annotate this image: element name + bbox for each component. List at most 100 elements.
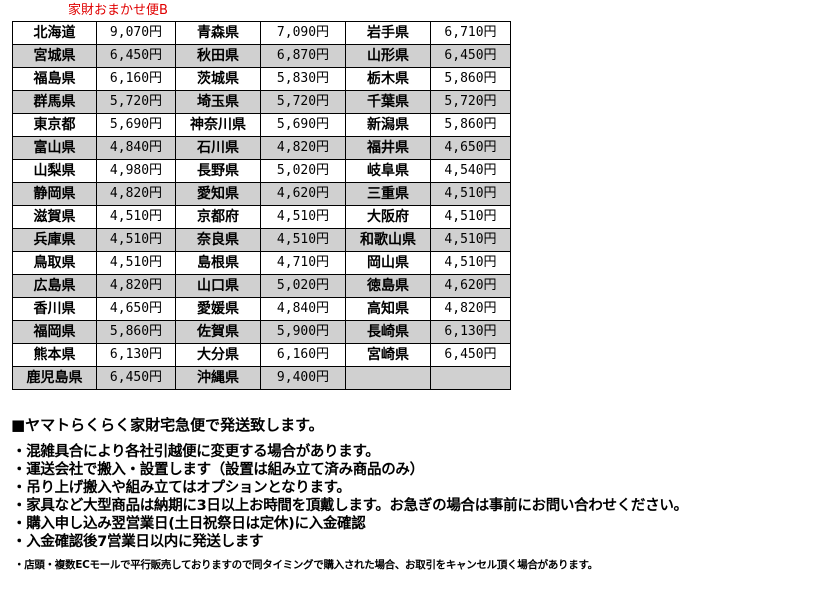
price-cell: 6,450円 [430, 343, 511, 367]
prefecture-cell: 宮城県 [12, 44, 97, 68]
price-cell: 5,690円 [96, 113, 176, 137]
prefecture-cell: 愛媛県 [175, 297, 261, 321]
prefecture-cell: 岩手県 [345, 21, 431, 45]
prefecture-cell: 和歌山県 [345, 228, 431, 252]
table-row: 宮城県 6,450円 秋田県 6,870円 山形県 6,450円 [12, 44, 511, 68]
price-cell: 4,650円 [96, 297, 176, 321]
price-cell: 4,510円 [430, 205, 511, 229]
prefecture-cell: 奈良県 [175, 228, 261, 252]
price-cell: 6,450円 [96, 366, 176, 390]
price-cell: 4,540円 [430, 159, 511, 183]
price-cell: 5,860円 [96, 320, 176, 344]
note-item: ・入金確認後7営業日以内に発送します [12, 534, 264, 550]
table-row: 北海道 9,070円 青森県 7,090円 岩手県 6,710円 [12, 21, 511, 45]
note-item: ・購入申し込み翌営業日(土日祝祭日は定休)に入金確認 [12, 516, 366, 532]
prefecture-cell: 徳島県 [345, 274, 431, 298]
price-cell: 6,160円 [96, 67, 176, 91]
cancellation-footnote: ・店頭・複数ECモールで平行販売しておりますので同タイミングで購入された場合、お… [14, 559, 598, 571]
shipping-rate-table: 北海道 9,070円 青森県 7,090円 岩手県 6,710円 宮城県 6,450円 秋田県 6… [12, 21, 511, 390]
prefecture-cell: 宮崎県 [345, 343, 431, 367]
price-cell: 6,130円 [96, 343, 176, 367]
price-cell: 5,690円 [260, 113, 346, 137]
table-row: 富山県 4,840円 石川県 4,820円 福井県 4,650円 [12, 136, 511, 160]
prefecture-cell: 長崎県 [345, 320, 431, 344]
price-cell: 4,510円 [430, 182, 511, 206]
price-cell: 6,710円 [430, 21, 511, 45]
price-cell: 6,870円 [260, 44, 346, 68]
price-cell: 4,510円 [430, 251, 511, 275]
prefecture-cell: 千葉県 [345, 90, 431, 114]
prefecture-cell: 栃木県 [345, 67, 431, 91]
price-cell: 4,840円 [96, 136, 176, 160]
price-cell: 5,720円 [430, 90, 511, 114]
prefecture-cell: 東京都 [12, 113, 97, 137]
prefecture-cell: 鳥取県 [12, 251, 97, 275]
prefecture-cell: 島根県 [175, 251, 261, 275]
table-row: 香川県 4,650円 愛媛県 4,840円 高知県 4,820円 [12, 297, 511, 321]
prefecture-cell: 秋田県 [175, 44, 261, 68]
price-cell: 4,710円 [260, 251, 346, 275]
prefecture-cell: 富山県 [12, 136, 97, 160]
prefecture-cell: 高知県 [345, 297, 431, 321]
table-row: 鹿児島県 6,450円 沖縄県 9,400円 [12, 366, 511, 390]
table-row: 山梨県 4,980円 長野県 5,020円 岐阜県 4,540円 [12, 159, 511, 183]
prefecture-cell: 大阪府 [345, 205, 431, 229]
price-cell: 5,830円 [260, 67, 346, 91]
price-cell: 4,510円 [430, 228, 511, 252]
prefecture-cell: 山梨県 [12, 159, 97, 183]
table-row: 滋賀県 4,510円 京都府 4,510円 大阪府 4,510円 [12, 205, 511, 229]
prefecture-cell: 福岡県 [12, 320, 97, 344]
prefecture-cell: 広島県 [12, 274, 97, 298]
table-row: 群馬県 5,720円 埼玉県 5,720円 千葉県 5,720円 [12, 90, 511, 114]
prefecture-cell: 沖縄県 [175, 366, 261, 390]
prefecture-cell: 熊本県 [12, 343, 97, 367]
table-row: 熊本県 6,130円 大分県 6,160円 宮崎県 6,450円 [12, 343, 511, 367]
prefecture-cell: 大分県 [175, 343, 261, 367]
prefecture-cell: 長野県 [175, 159, 261, 183]
prefecture-cell: 兵庫県 [12, 228, 97, 252]
table-row: 福岡県 5,860円 佐賀県 5,900円 長崎県 6,130円 [12, 320, 511, 344]
table-row: 広島県 4,820円 山口県 5,020円 徳島県 4,620円 [12, 274, 511, 298]
price-cell: 5,720円 [260, 90, 346, 114]
prefecture-cell: 群馬県 [12, 90, 97, 114]
price-cell [430, 366, 511, 390]
price-cell: 4,510円 [96, 251, 176, 275]
price-cell: 5,020円 [260, 159, 346, 183]
note-item: ・吊り上げ搬入や組み立てはオプションとなります。 [12, 480, 351, 496]
price-cell: 4,820円 [260, 136, 346, 160]
table-row: 東京都 5,690円 神奈川県 5,690円 新潟県 5,860円 [12, 113, 511, 137]
prefecture-cell: 福井県 [345, 136, 431, 160]
table-row: 福島県 6,160円 茨城県 5,830円 栃木県 5,860円 [12, 67, 511, 91]
prefecture-cell: 岡山県 [345, 251, 431, 275]
price-cell: 6,450円 [96, 44, 176, 68]
shipping-plan-title: 家財おまかせ便B [68, 3, 168, 18]
prefecture-cell: 石川県 [175, 136, 261, 160]
prefecture-cell: 青森県 [175, 21, 261, 45]
prefecture-cell: 京都府 [175, 205, 261, 229]
prefecture-cell: 岐阜県 [345, 159, 431, 183]
shipping-notes-list: ・混雑具合により各社引越便に変更する場合があります。 ・運送会社で搬入・設置しま… [12, 443, 688, 551]
price-cell: 4,510円 [96, 228, 176, 252]
prefecture-cell: 香川県 [12, 297, 97, 321]
prefecture-cell: 静岡県 [12, 182, 97, 206]
price-cell: 5,720円 [96, 90, 176, 114]
price-cell: 5,860円 [430, 113, 511, 137]
price-cell: 4,620円 [430, 274, 511, 298]
note-item: ・家具など大型商品は納期に3日以上お時間を頂戴します。お急ぎの場合は事前にお問い… [12, 498, 688, 514]
prefecture-cell [345, 366, 431, 390]
note-item: ・運送会社で搬入・設置します（設置は組み立て済み商品のみ） [12, 462, 424, 478]
price-cell: 4,820円 [96, 182, 176, 206]
price-cell: 5,900円 [260, 320, 346, 344]
price-cell: 7,090円 [260, 21, 346, 45]
prefecture-cell: 北海道 [12, 21, 97, 45]
prefecture-cell: 鹿児島県 [12, 366, 97, 390]
price-cell: 4,510円 [96, 205, 176, 229]
prefecture-cell: 三重県 [345, 182, 431, 206]
prefecture-cell: 福島県 [12, 67, 97, 91]
price-cell: 6,130円 [430, 320, 511, 344]
prefecture-cell: 山口県 [175, 274, 261, 298]
table-row: 静岡県 4,820円 愛知県 4,620円 三重県 4,510円 [12, 182, 511, 206]
price-cell: 5,860円 [430, 67, 511, 91]
prefecture-cell: 茨城県 [175, 67, 261, 91]
price-cell: 9,400円 [260, 366, 346, 390]
